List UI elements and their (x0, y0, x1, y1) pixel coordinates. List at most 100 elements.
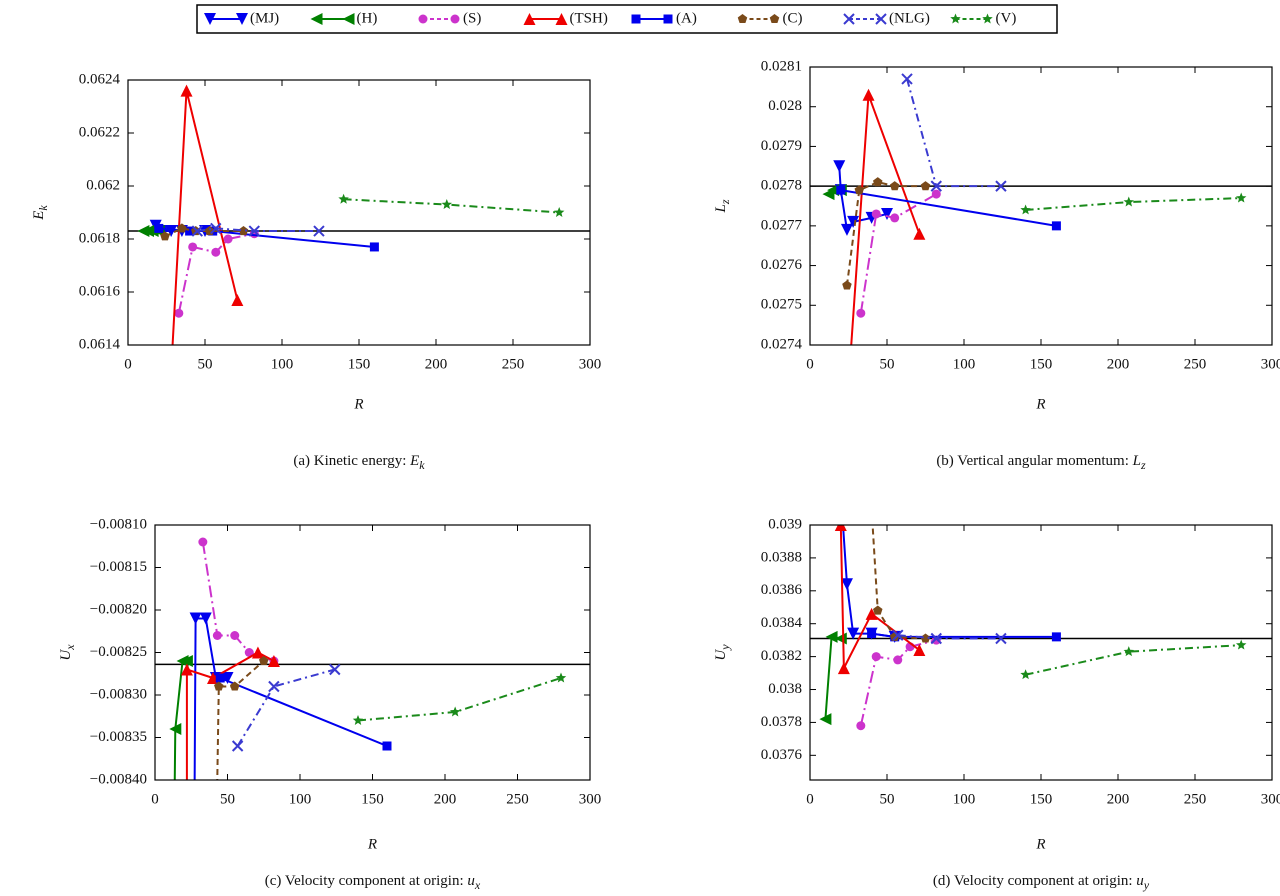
y-tick-label: 0.0278 (761, 178, 802, 194)
legend-label: (TSH) (570, 10, 608, 26)
caption: (b) Vertical angular momentum: Lz (936, 453, 1146, 471)
marker (737, 14, 748, 24)
marker (881, 207, 893, 220)
x-tick-label: 200 (1107, 356, 1130, 372)
legend-label: (C) (783, 10, 803, 26)
y-axis-label-main: E (31, 211, 47, 221)
x-tick-label: 250 (1184, 356, 1207, 372)
y-axis-label: Lz (713, 199, 731, 213)
y-axis-label: Uy (713, 644, 731, 661)
marker (450, 14, 460, 24)
marker (180, 663, 193, 676)
series-line (219, 677, 388, 747)
marker (160, 231, 170, 241)
marker (268, 680, 280, 693)
marker (555, 13, 568, 25)
caption-sub: x (474, 878, 481, 892)
series-line (824, 635, 841, 720)
marker (180, 84, 193, 97)
marker (842, 280, 852, 290)
y-tick-label: 0.0275 (761, 297, 802, 313)
x-axis-label: R (353, 396, 363, 412)
y-axis-label-main: U (58, 649, 74, 661)
x-tick-label: 100 (953, 791, 976, 807)
marker (840, 578, 853, 591)
y-axis-label-main: U (713, 649, 729, 661)
marker (244, 648, 254, 657)
marker (856, 721, 866, 731)
marker (1020, 204, 1031, 215)
marker (1235, 639, 1247, 650)
series-line (343, 198, 560, 214)
marker (214, 681, 224, 691)
marker (930, 632, 942, 645)
y-tick-label: 0.038 (768, 681, 802, 697)
marker (930, 180, 942, 192)
marker (871, 209, 881, 219)
marker (181, 859, 193, 871)
marker (248, 225, 260, 237)
marker (769, 14, 780, 24)
y-tick-label: 0.039 (768, 516, 802, 532)
x-tick-label: 50 (198, 356, 213, 372)
x-tick-label: 100 (271, 356, 294, 372)
marker (875, 13, 887, 25)
legend-label: (NLG) (889, 10, 930, 26)
marker (847, 215, 860, 228)
caption-text: (d) Velocity component at origin: (933, 873, 1136, 889)
caption: (a) Kinetic energy: Ek (293, 453, 425, 471)
y-tick-label: 0.0274 (761, 336, 803, 352)
legend-label: (V) (996, 10, 1017, 26)
caption-text: (b) Vertical angular momentum: (936, 453, 1132, 469)
series-line (173, 660, 187, 780)
legend-label: (A) (676, 10, 697, 26)
marker (1020, 669, 1031, 680)
marker (862, 88, 875, 101)
marker (867, 629, 877, 639)
series-line (906, 78, 1001, 188)
marker (920, 633, 931, 643)
plot-area (822, 73, 1247, 345)
marker (369, 242, 379, 252)
marker (1051, 632, 1061, 642)
y-axis-label-sub: y (718, 644, 732, 651)
marker (418, 14, 428, 24)
x-tick-label: 300 (1261, 791, 1280, 807)
marker (211, 247, 221, 257)
y-tick-label: 0.0386 (761, 582, 803, 598)
x-tick-label: 0 (806, 791, 814, 807)
y-axis-label: Ek (31, 205, 49, 221)
caption-var: E (409, 453, 419, 469)
marker (231, 293, 244, 306)
marker (198, 537, 208, 547)
series-line (850, 94, 921, 345)
series-line (859, 193, 937, 314)
plot-area (819, 525, 1247, 731)
series-line (859, 639, 937, 726)
marker (833, 160, 846, 173)
marker (873, 177, 883, 187)
caption-text: (c) Velocity component at origin: (265, 873, 468, 889)
marker (329, 663, 341, 676)
y-axis-label-sub: z (718, 199, 732, 205)
marker (165, 366, 177, 378)
x-tick-label: 300 (579, 791, 602, 807)
series-line (871, 525, 926, 640)
x-tick-label: 200 (1107, 791, 1130, 807)
series-line (185, 651, 275, 780)
marker (1235, 192, 1247, 203)
marker (210, 222, 222, 235)
marker (834, 525, 847, 531)
x-axis-label: R (1035, 836, 1045, 852)
x-tick-label: 150 (348, 356, 371, 372)
marker (338, 193, 349, 204)
caption: (d) Velocity component at origin: uy (933, 873, 1150, 891)
marker (827, 184, 840, 197)
marker (231, 740, 244, 752)
x-tick-label: 50 (220, 791, 235, 807)
marker (154, 223, 164, 233)
series-line (201, 541, 275, 662)
y-tick-label: −0.00830 (90, 686, 147, 702)
plot-frame (154, 524, 591, 781)
y-tick-label: 0.0276 (761, 257, 803, 273)
